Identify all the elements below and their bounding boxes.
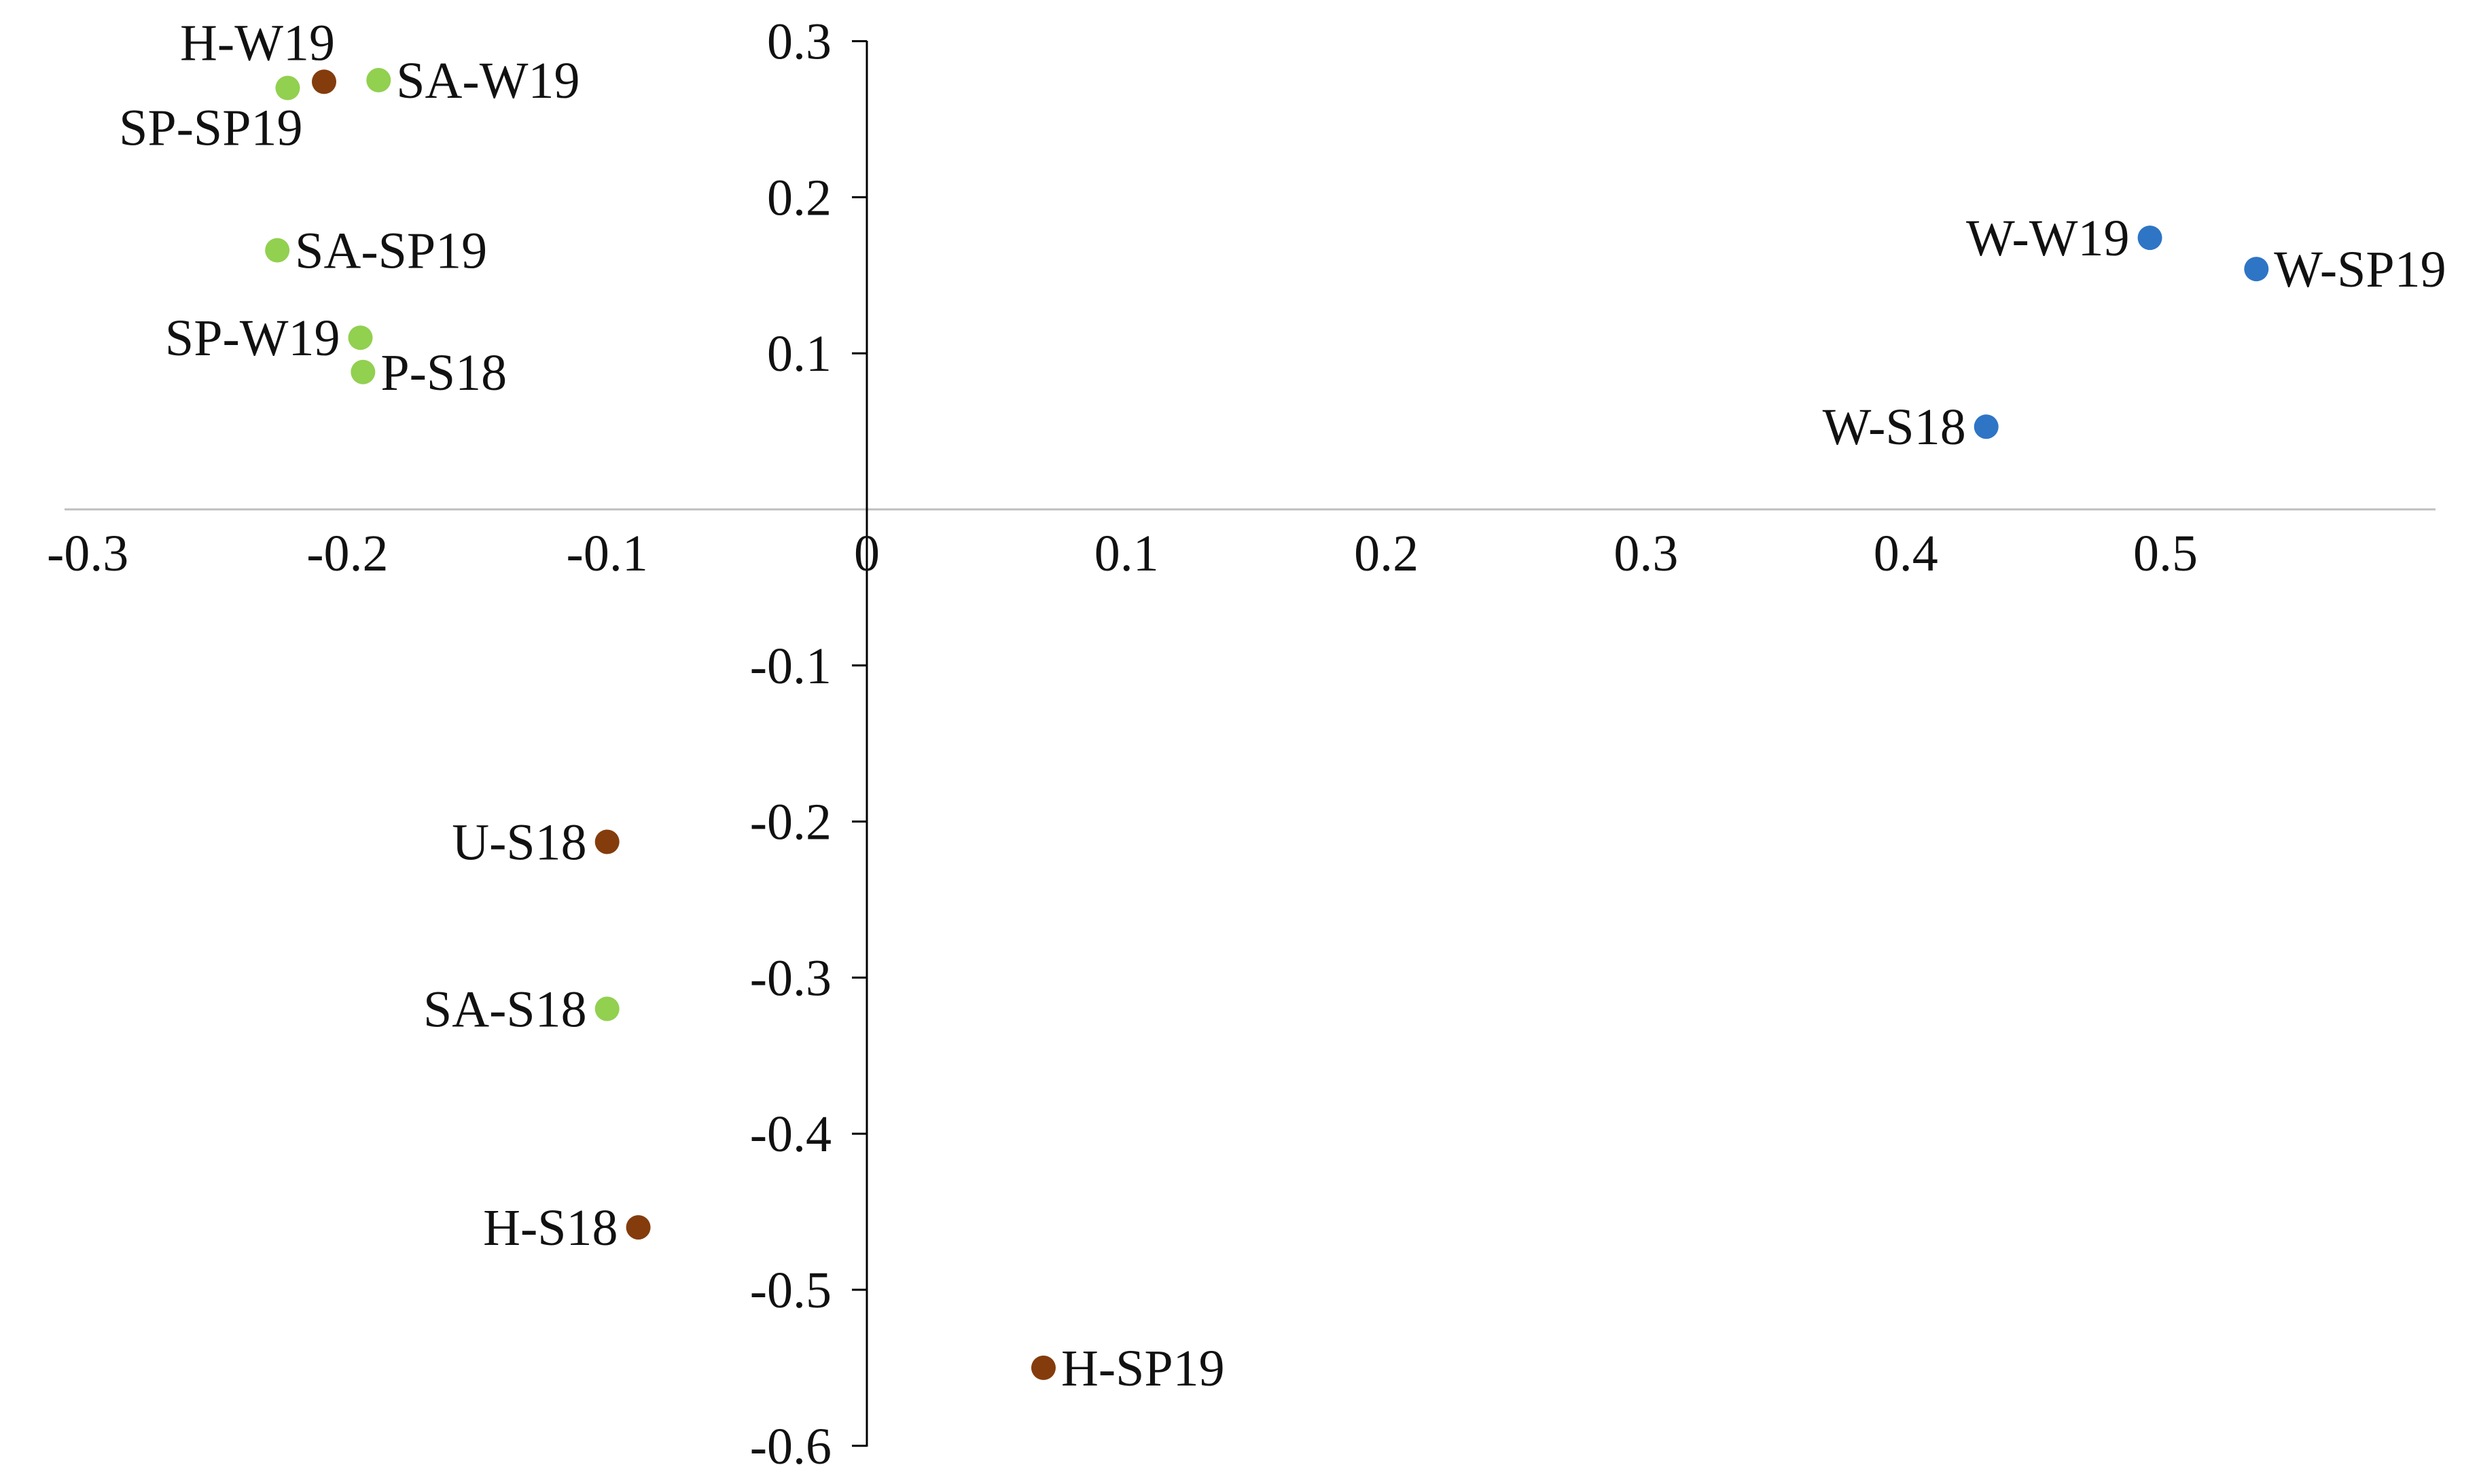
x-tick-label: 0.5 [2133,525,2198,582]
point-label-sa-w19: SA-W19 [396,52,579,109]
data-point-sa-sp19 [265,238,290,263]
data-point-w-w19 [2137,225,2162,251]
point-label-sp-w19: SP-W19 [165,310,340,367]
x-tick-label: -0.3 [47,525,128,582]
data-point-w-sp19 [2244,257,2269,282]
x-tick-label: 0.3 [1613,525,1678,582]
data-point-sp-w19 [348,325,373,350]
data-points [265,68,2269,1380]
y-tick-label: -0.3 [750,949,832,1007]
y-tick-label: -0.6 [750,1418,832,1475]
point-label-sa-s18: SA-S18 [423,981,587,1038]
point-label-w-w19: W-W19 [1966,210,2130,267]
data-point-w-s18 [1974,414,1999,439]
x-tick-label: 0.4 [1874,525,1938,582]
point-label-w-s18: W-S18 [1823,399,1966,456]
y-tick-label: 0.1 [767,325,832,382]
point-label-h-s18: H-S18 [483,1199,618,1256]
y-tick-label: -0.4 [750,1106,832,1163]
point-label-w-sp19: W-SP19 [2274,241,2446,298]
data-point-sp-sp19 [275,75,300,101]
point-label-p-s18: P-S18 [380,344,507,401]
tick-labels: 0.3 0.2 0.1 -0.1 -0.2 -0.3 -0.4 -0.5 -0.6 -0.3 -0.… [47,14,2198,1475]
point-label-sa-sp19: SA-SP19 [295,223,487,280]
y-tick-label: 0.3 [767,14,832,71]
point-label-u-s18: U-S18 [452,814,586,871]
point-label-h-w19: H-W19 [180,14,335,71]
x-tick-label: 0.2 [1354,525,1419,582]
data-point-p-s18 [351,359,376,384]
point-label-h-sp19: H-SP19 [1061,1340,1225,1397]
y-tick-label: -0.1 [750,638,832,695]
data-point-h-sp19 [1031,1355,1056,1380]
x-tick-label: 0 [854,525,880,582]
x-tick-label: 0.1 [1094,525,1159,582]
x-tick-label: -0.2 [306,525,388,582]
point-labels: SP-SP19 SA-W19 SA-SP19 SP-W19 P-S18 SA-S18 H-W… [119,14,2446,1397]
data-point-sa-w19 [366,68,391,93]
y-tick-label: 0.2 [767,169,832,226]
y-tick-label: -0.2 [750,794,832,851]
data-point-u-s18 [594,829,620,854]
y-tick-label: -0.5 [750,1262,832,1319]
data-point-h-s18 [626,1215,651,1240]
x-tick-label: -0.1 [567,525,648,582]
data-point-h-w19 [311,69,336,94]
point-label-sp-sp19: SP-SP19 [119,100,302,157]
axes [65,40,2436,1447]
data-point-sa-s18 [594,996,620,1021]
